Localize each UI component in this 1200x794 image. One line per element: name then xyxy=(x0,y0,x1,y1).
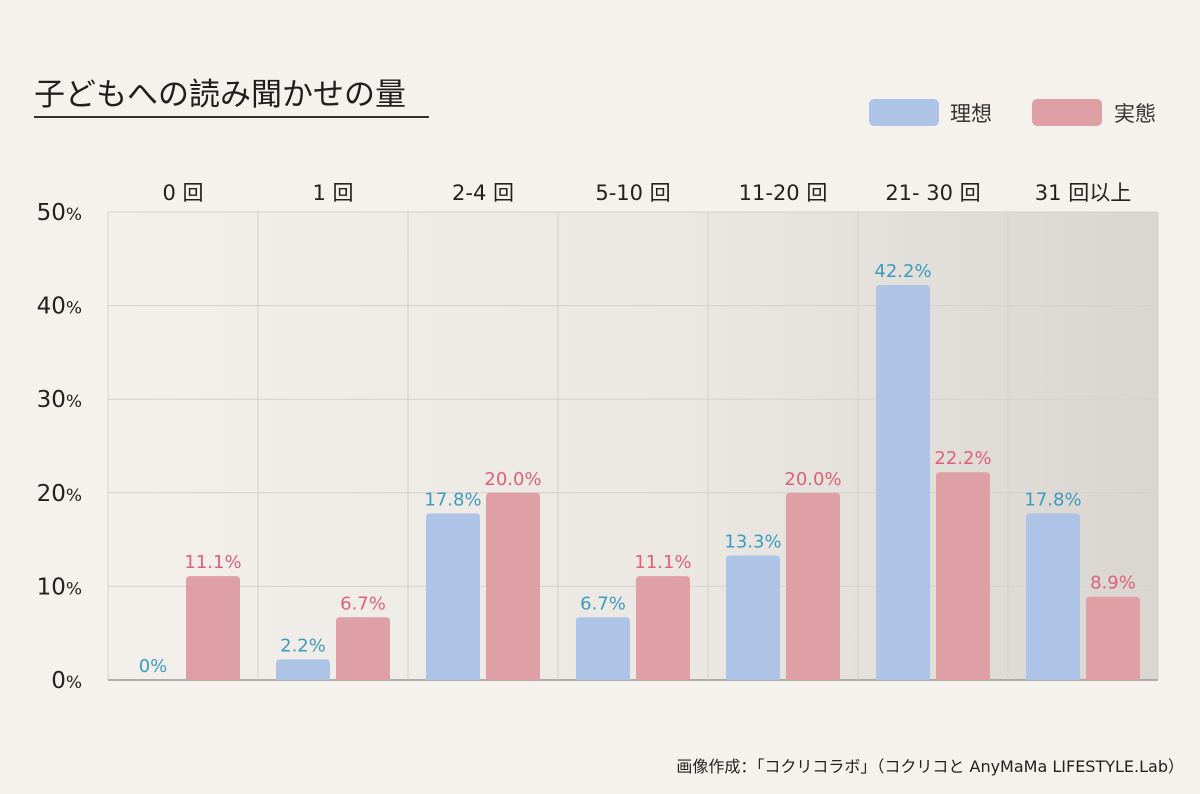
data-label-ideal: 0% xyxy=(139,656,168,677)
category-label: 1 回 xyxy=(312,181,353,205)
data-label-actual: 11.1% xyxy=(634,552,691,573)
bar-actual xyxy=(486,492,540,680)
bar-actual xyxy=(186,576,240,680)
y-tick-label: 20% xyxy=(37,481,82,507)
data-label-ideal: 2.2% xyxy=(280,635,326,656)
data-label-actual: 6.7% xyxy=(340,593,386,614)
image-credit: 画像作成：「コクリコラボ」（コクリコと AnyMaMa LIFESTYLE.La… xyxy=(676,757,1184,776)
bar-actual xyxy=(786,492,840,680)
category-label: 2-4 回 xyxy=(452,181,514,205)
bar-ideal xyxy=(576,617,630,680)
y-axis-ticks: 0% 10% 20% 30% 40% 50% xyxy=(37,200,82,694)
legend-swatch-ideal xyxy=(869,99,939,126)
category-label: 5-10 回 xyxy=(595,181,670,205)
legend-label-ideal: 理想 xyxy=(950,102,992,126)
bars xyxy=(186,285,1140,680)
legend-label-actual: 実態 xyxy=(1114,102,1156,126)
category-labels: 0 回 1 回 2-4 回 5-10 回 11-20 回 21- 30 回 31 回以上 xyxy=(162,181,1131,205)
data-label-ideal: 13.3% xyxy=(724,532,781,553)
category-label: 31 回以上 xyxy=(1035,181,1131,205)
legend: 理想 実態 xyxy=(869,99,1156,126)
data-label-actual: 8.9% xyxy=(1090,573,1136,594)
title-underline xyxy=(34,116,429,118)
plot-background xyxy=(108,212,1158,680)
data-label-actual: 20.0% xyxy=(484,469,541,490)
data-label-actual: 11.1% xyxy=(184,552,241,573)
legend-swatch-actual xyxy=(1032,99,1102,126)
bar-ideal xyxy=(276,659,330,680)
bar-ideal xyxy=(426,513,480,680)
data-label-ideal: 6.7% xyxy=(580,593,626,614)
data-labels: 0% 2.2% 17.8% 6.7% 13.3% 42.2% 17.8% 11.1% 6.7% 2… xyxy=(139,261,1136,677)
category-label: 0 回 xyxy=(162,181,203,205)
data-label-ideal: 42.2% xyxy=(874,261,931,282)
bar-ideal xyxy=(726,555,780,680)
bar-actual xyxy=(1086,596,1140,680)
data-label-ideal: 17.8% xyxy=(424,489,481,510)
category-label: 21- 30 回 xyxy=(885,181,980,205)
y-tick-label: 0% xyxy=(51,668,82,694)
bar-actual xyxy=(336,617,390,680)
data-label-actual: 20.0% xyxy=(784,469,841,490)
data-label-ideal: 17.8% xyxy=(1024,489,1081,510)
chart-title: 子どもへの読み聞かせの量 xyxy=(34,77,406,113)
y-tick-label: 30% xyxy=(37,387,82,413)
bar-ideal xyxy=(876,285,930,680)
y-tick-label: 40% xyxy=(37,294,82,320)
grid xyxy=(107,211,1159,681)
bar-actual xyxy=(936,472,990,680)
y-tick-label: 10% xyxy=(37,574,82,600)
category-label: 11-20 回 xyxy=(739,181,828,205)
y-tick-label: 50% xyxy=(37,200,82,226)
bar-ideal xyxy=(1026,513,1080,680)
bar-actual xyxy=(636,576,690,680)
data-label-actual: 22.2% xyxy=(934,448,991,469)
